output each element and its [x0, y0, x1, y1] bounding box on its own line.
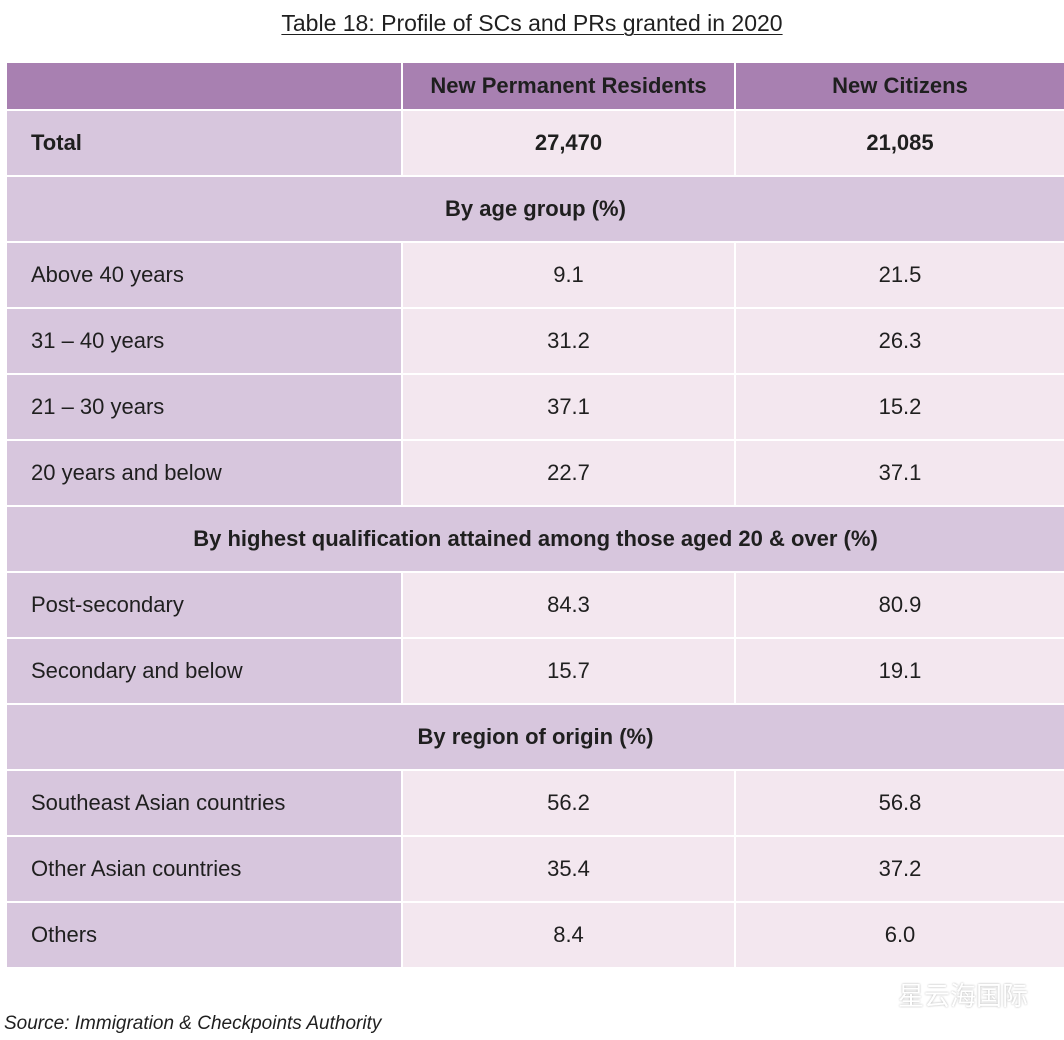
header-row: New Permanent Residents New Citizens	[5, 61, 1064, 111]
pr-value: 9.1	[401, 241, 736, 309]
table-row: 31 – 40 years 31.2 26.3	[5, 307, 1064, 375]
sc-value: 26.3	[734, 307, 1064, 375]
sc-value: 15.2	[734, 373, 1064, 441]
table-row: Southeast Asian countries 56.2 56.8	[5, 769, 1064, 837]
pr-value: 27,470	[401, 109, 736, 177]
sc-value: 56.8	[734, 769, 1064, 837]
pr-value: 84.3	[401, 571, 736, 639]
table-title: Table 18: Profile of SCs and PRs granted…	[0, 8, 1064, 38]
table-title-text: Table 18: Profile of SCs and PRs granted…	[281, 10, 783, 36]
section-heading-qualification: By highest qualification attained among …	[5, 505, 1064, 573]
row-label: Secondary and below	[5, 637, 403, 705]
sc-value: 6.0	[734, 901, 1064, 969]
total-row: Total 27,470 21,085	[5, 109, 1064, 177]
row-label: Post-secondary	[5, 571, 403, 639]
table-row: Others 8.4 6.0	[5, 901, 1064, 969]
pr-value: 15.7	[401, 637, 736, 705]
row-label: Others	[5, 901, 403, 969]
row-label: 31 – 40 years	[5, 307, 403, 375]
sc-value: 80.9	[734, 571, 1064, 639]
row-label: Other Asian countries	[5, 835, 403, 903]
section-heading: By highest qualification attained among …	[5, 505, 1064, 573]
watermark-text: 星云海国际	[898, 980, 1029, 1011]
table-row: Secondary and below 15.7 19.1	[5, 637, 1064, 705]
section-heading: By region of origin (%)	[5, 703, 1064, 771]
row-label: 20 years and below	[5, 439, 403, 507]
header-blank	[5, 61, 403, 111]
pr-value: 56.2	[401, 769, 736, 837]
row-label: Above 40 years	[5, 241, 403, 309]
header-new-citizens: New Citizens	[734, 61, 1064, 111]
section-heading-region: By region of origin (%)	[5, 703, 1064, 771]
pr-value: 8.4	[401, 901, 736, 969]
pr-value: 37.1	[401, 373, 736, 441]
pr-value: 35.4	[401, 835, 736, 903]
section-heading: By age group (%)	[5, 175, 1064, 243]
pr-value: 22.7	[401, 439, 736, 507]
pr-value: 31.2	[401, 307, 736, 375]
row-label: Total	[5, 109, 403, 177]
header-new-permanent-residents: New Permanent Residents	[401, 61, 736, 111]
table-row: Other Asian countries 35.4 37.2	[5, 835, 1064, 903]
source-note: Source: Immigration & Checkpoints Author…	[4, 1013, 382, 1034]
row-label: 21 – 30 years	[5, 373, 403, 441]
sc-value: 19.1	[734, 637, 1064, 705]
table-row: Post-secondary 84.3 80.9	[5, 571, 1064, 639]
table-row: 20 years and below 22.7 37.1	[5, 439, 1064, 507]
row-label: Southeast Asian countries	[5, 769, 403, 837]
profile-table: New Permanent Residents New Citizens Tot…	[5, 61, 1064, 969]
sc-value: 37.2	[734, 835, 1064, 903]
table-row: 21 – 30 years 37.1 15.2	[5, 373, 1064, 441]
section-heading-age: By age group (%)	[5, 175, 1064, 243]
sc-value: 21.5	[734, 241, 1064, 309]
table-row: Above 40 years 9.1 21.5	[5, 241, 1064, 309]
wechat-logo-icon	[853, 980, 891, 1008]
sc-value: 21,085	[734, 109, 1064, 177]
sc-value: 37.1	[734, 439, 1064, 507]
watermark: 星云海国际	[852, 977, 1028, 1011]
